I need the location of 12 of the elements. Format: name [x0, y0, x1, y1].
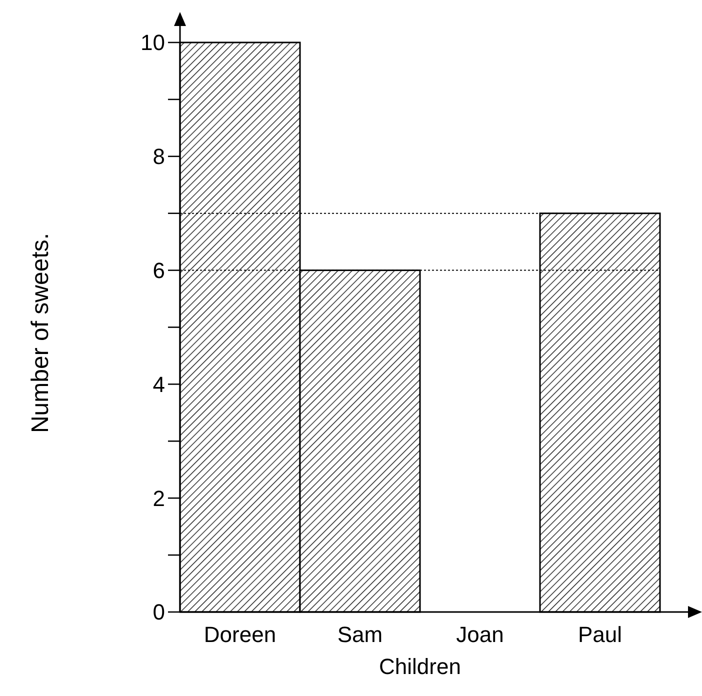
x-tick-label: Joan	[456, 622, 504, 647]
y-axis-title: Number of sweets.	[27, 232, 54, 434]
y-tick-label: 8	[152, 144, 165, 170]
x-tick-label: Doreen	[204, 622, 276, 647]
y-tick-label: 6	[152, 258, 165, 283]
y-tick-label: 10	[140, 30, 165, 56]
y-tick-label: 4	[152, 372, 165, 397]
y-tick-label: 2	[152, 486, 165, 511]
x-axis-title: Children	[379, 654, 461, 679]
x-tick-label: Paul	[578, 622, 622, 647]
y-tick-label: 0	[152, 600, 165, 625]
x-tick-label: Sam	[337, 622, 383, 647]
